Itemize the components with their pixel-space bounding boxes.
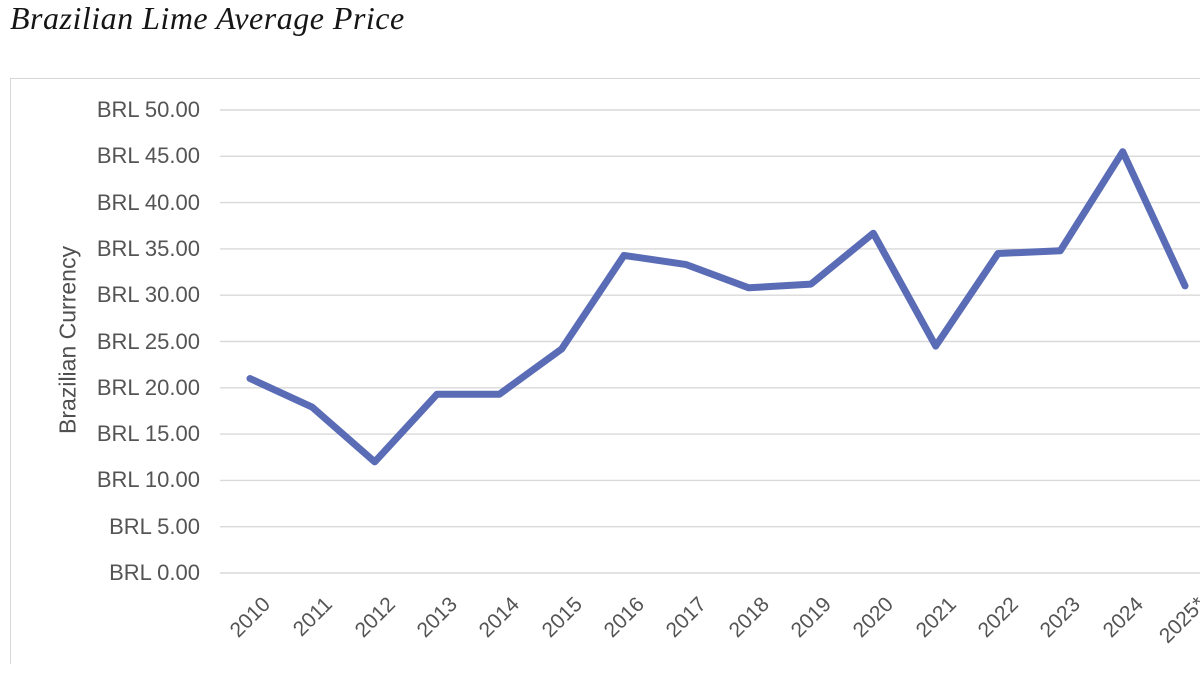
y-tick-label: BRL 45.00 bbox=[96, 143, 200, 169]
y-tick-label: BRL 50.00 bbox=[96, 97, 200, 122]
y-tick-label: BRL 15.00 bbox=[96, 421, 200, 447]
y-tick-label: BRL 10.00 bbox=[96, 467, 200, 493]
y-tick-label: BRL 30.00 bbox=[96, 282, 200, 308]
y-tick-label: BRL 35.00 bbox=[96, 235, 200, 261]
chart-frame bbox=[10, 78, 1200, 664]
price-line-series bbox=[246, 148, 1189, 466]
y-tick-label: BRL 0.00 bbox=[109, 560, 200, 585]
y-tick-label: BRL 20.00 bbox=[96, 374, 200, 400]
y-tick-label: BRL 25.00 bbox=[96, 328, 200, 354]
chart-title: Brazilian Lime Average Price bbox=[10, 0, 405, 36]
y-tick-label: BRL 40.00 bbox=[96, 189, 200, 215]
y-tick-label: BRL 5.00 bbox=[109, 513, 200, 539]
